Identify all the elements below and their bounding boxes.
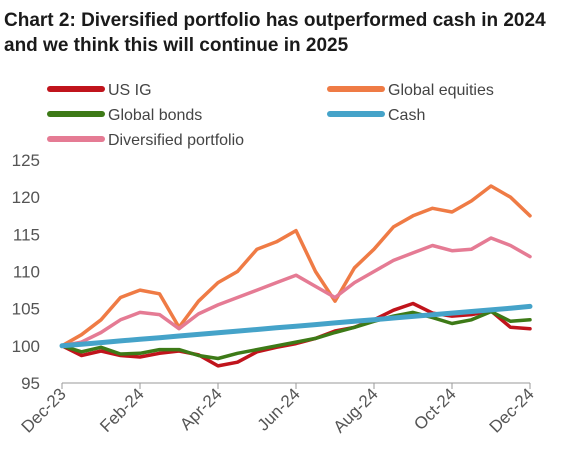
chart-legend: US IG Global equities Global bonds Cash Dive… [47, 82, 494, 149]
y-tick-label: 105 [12, 300, 40, 319]
y-tick-label: 95 [21, 374, 40, 393]
y-axis: 95 100 105 110 115 120 125 [12, 151, 40, 393]
x-tick-label: Apr-24 [176, 384, 226, 434]
y-tick-label: 115 [13, 225, 40, 244]
legend-label: Global equities [388, 82, 494, 99]
legend-label: Global bonds [108, 107, 202, 124]
chart-series [59, 184, 533, 368]
x-tick-label: Dec-24 [486, 384, 538, 436]
chart-title: Chart 2: Diversified portfolio has outpe… [4, 8, 562, 58]
y-tick-label: 125 [12, 151, 40, 170]
x-tick-label: Feb-24 [96, 384, 148, 436]
series-line-diversified-portfolio [60, 236, 532, 348]
legend-label: US IG [108, 82, 152, 99]
chart-title-text: Diversified portfolio has outperformed c… [4, 10, 546, 56]
x-tick-label: Jun-24 [254, 384, 304, 434]
legend-label: Diversified portfolio [108, 132, 244, 149]
y-tick-label: 110 [13, 263, 40, 282]
x-axis: Dec-23 Feb-24 Apr-24 Jun-24 Aug-24 Oct-24 Dec-… [18, 382, 538, 437]
y-tick-label: 100 [12, 337, 40, 356]
series-line-cash [59, 303, 533, 349]
y-tick-label: 120 [12, 188, 40, 207]
x-tick-label: Aug-24 [330, 384, 382, 436]
series-line-global-equities [60, 184, 532, 348]
chart-title-prefix: Chart 2: [4, 10, 76, 31]
x-tick-label: Oct-24 [410, 384, 460, 434]
series-line-global-bonds [60, 309, 532, 361]
legend-label: Cash [388, 107, 425, 124]
